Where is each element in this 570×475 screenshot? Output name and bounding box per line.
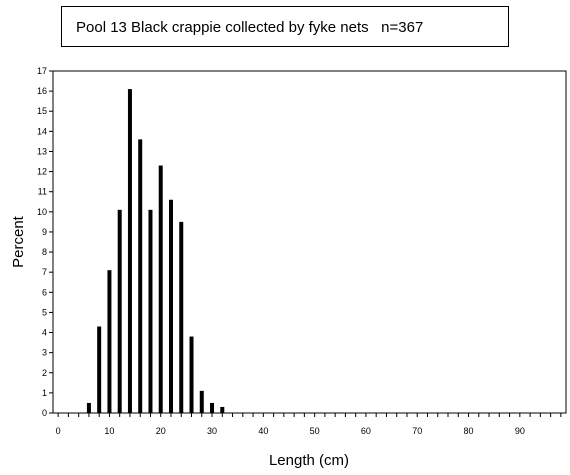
- bar-10: [107, 270, 112, 413]
- y-tick-label: 6: [42, 287, 47, 297]
- y-tick-label: 13: [37, 146, 47, 156]
- x-axis-ticks: 0 10 20 30 40 50 60 70 80 90: [56, 413, 562, 436]
- bar-8: [97, 326, 102, 413]
- bar-24: [179, 221, 184, 413]
- x-tick-label: 80: [464, 426, 474, 436]
- y-tick-label: 11: [38, 187, 47, 197]
- y-tick-label: 14: [37, 126, 47, 136]
- bars: [86, 89, 225, 413]
- x-tick-label: 60: [361, 426, 371, 436]
- bar-28: [199, 390, 204, 413]
- x-tick-label: 70: [412, 426, 422, 436]
- x-tick-label: 20: [156, 426, 166, 436]
- y-axis-label: Percent: [10, 215, 27, 268]
- y-tick-label: 3: [42, 348, 47, 358]
- plot-border: [52, 70, 567, 414]
- x-tick-label: 90: [515, 426, 525, 436]
- y-tick-label: 2: [42, 368, 47, 378]
- bar-6: [86, 402, 91, 413]
- y-tick-label: 0: [42, 408, 47, 418]
- chart-title: Pool 13 Black crappie collected by fyke …: [76, 19, 424, 36]
- y-tick-label: 10: [37, 207, 47, 217]
- bar-18: [148, 209, 153, 413]
- x-tick-label: 50: [310, 426, 320, 436]
- x-tick-label: 0: [56, 426, 61, 436]
- bar-12: [117, 209, 122, 413]
- bar-32: [220, 406, 225, 413]
- bar-20: [158, 165, 163, 413]
- y-tick-label: 12: [37, 167, 47, 177]
- y-tick-label: 8: [42, 247, 47, 257]
- y-tick-label: 1: [42, 388, 47, 398]
- x-tick-label: 10: [104, 426, 114, 436]
- y-tick-label: 15: [37, 106, 47, 116]
- chart-title-box: Pool 13 Black crappie collected by fyke …: [61, 6, 509, 47]
- y-tick-label: 7: [42, 267, 47, 277]
- bar-30: [210, 402, 215, 413]
- bar-22: [168, 199, 173, 413]
- bar-26: [189, 336, 194, 413]
- x-tick-label: 40: [258, 426, 268, 436]
- x-tick-label: 30: [207, 426, 217, 436]
- plot-frame: [52, 70, 567, 414]
- bar-14: [127, 89, 132, 413]
- y-tick-label: 16: [37, 86, 47, 96]
- y-tick-label: 5: [42, 307, 47, 317]
- x-axis-label: Length (cm): [269, 452, 349, 469]
- y-tick-label: 17: [37, 66, 47, 76]
- y-tick-label: 4: [42, 328, 47, 338]
- y-tick-label: 9: [42, 227, 47, 237]
- bar-16: [138, 139, 143, 413]
